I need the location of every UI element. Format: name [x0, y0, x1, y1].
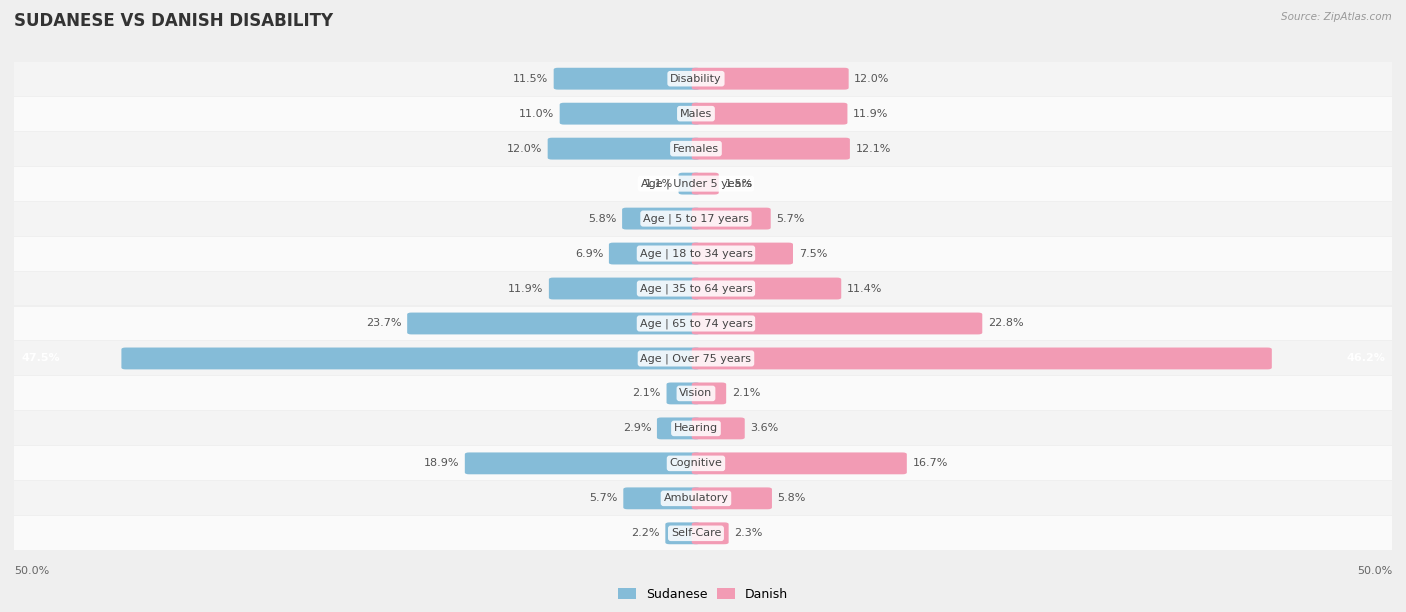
Bar	[14, 376, 1392, 411]
Text: 2.2%: 2.2%	[631, 528, 659, 539]
Text: 23.7%: 23.7%	[366, 318, 402, 329]
Text: 50.0%: 50.0%	[14, 566, 49, 576]
Bar	[14, 307, 1392, 340]
FancyBboxPatch shape	[666, 382, 700, 405]
Text: 22.8%: 22.8%	[988, 318, 1024, 329]
Text: Disability: Disability	[671, 73, 721, 84]
FancyBboxPatch shape	[665, 523, 700, 544]
FancyBboxPatch shape	[121, 348, 700, 370]
Text: 16.7%: 16.7%	[912, 458, 948, 468]
Bar	[14, 62, 1392, 95]
Bar	[14, 272, 1392, 305]
Bar	[14, 201, 1392, 236]
Text: Cognitive: Cognitive	[669, 458, 723, 468]
FancyBboxPatch shape	[692, 348, 1272, 370]
Text: 12.0%: 12.0%	[855, 73, 890, 84]
Text: Age | Over 75 years: Age | Over 75 years	[641, 353, 751, 364]
Bar	[14, 446, 1392, 480]
Bar	[14, 166, 1392, 201]
Text: Age | 65 to 74 years: Age | 65 to 74 years	[640, 318, 752, 329]
FancyBboxPatch shape	[692, 207, 770, 230]
FancyBboxPatch shape	[692, 452, 907, 474]
Text: 1.5%: 1.5%	[724, 179, 752, 188]
Bar	[14, 97, 1392, 130]
FancyBboxPatch shape	[548, 138, 700, 160]
Text: 12.0%: 12.0%	[506, 144, 543, 154]
Text: Ambulatory: Ambulatory	[664, 493, 728, 503]
FancyBboxPatch shape	[548, 278, 700, 299]
FancyBboxPatch shape	[692, 103, 848, 125]
Text: Males: Males	[681, 109, 711, 119]
Text: Females: Females	[673, 144, 718, 154]
FancyBboxPatch shape	[554, 68, 700, 89]
Legend: Sudanese, Danish: Sudanese, Danish	[613, 583, 793, 606]
FancyBboxPatch shape	[465, 452, 700, 474]
Bar	[14, 482, 1392, 515]
Text: 18.9%: 18.9%	[423, 458, 460, 468]
Text: Age | 35 to 64 years: Age | 35 to 64 years	[640, 283, 752, 294]
Bar	[14, 411, 1392, 446]
FancyBboxPatch shape	[657, 417, 700, 439]
Text: Self-Care: Self-Care	[671, 528, 721, 539]
Text: 7.5%: 7.5%	[799, 248, 827, 258]
Text: 46.2%: 46.2%	[1346, 354, 1385, 364]
Text: 2.1%: 2.1%	[731, 389, 761, 398]
Text: Age | Under 5 years: Age | Under 5 years	[641, 178, 751, 189]
Text: Hearing: Hearing	[673, 424, 718, 433]
Text: 11.0%: 11.0%	[519, 109, 554, 119]
Text: 5.8%: 5.8%	[588, 214, 616, 223]
FancyBboxPatch shape	[692, 242, 793, 264]
Text: 5.7%: 5.7%	[776, 214, 804, 223]
FancyBboxPatch shape	[692, 173, 718, 195]
FancyBboxPatch shape	[692, 68, 849, 89]
Text: 11.9%: 11.9%	[508, 283, 543, 294]
FancyBboxPatch shape	[560, 103, 700, 125]
Text: 47.5%: 47.5%	[21, 354, 59, 364]
Text: SUDANESE VS DANISH DISABILITY: SUDANESE VS DANISH DISABILITY	[14, 12, 333, 30]
Text: Age | 18 to 34 years: Age | 18 to 34 years	[640, 248, 752, 259]
Bar	[14, 132, 1392, 166]
Bar	[14, 341, 1392, 375]
Text: Vision: Vision	[679, 389, 713, 398]
Text: 50.0%: 50.0%	[1357, 566, 1392, 576]
FancyBboxPatch shape	[692, 487, 772, 509]
Text: 1.1%: 1.1%	[645, 179, 673, 188]
Text: 11.9%: 11.9%	[853, 109, 889, 119]
FancyBboxPatch shape	[692, 523, 728, 544]
Text: 11.5%: 11.5%	[513, 73, 548, 84]
Bar	[14, 517, 1392, 550]
Text: 5.8%: 5.8%	[778, 493, 806, 503]
Text: 11.4%: 11.4%	[846, 283, 882, 294]
Text: 2.1%: 2.1%	[633, 389, 661, 398]
Text: 3.6%: 3.6%	[751, 424, 779, 433]
FancyBboxPatch shape	[621, 207, 700, 230]
FancyBboxPatch shape	[692, 313, 983, 334]
FancyBboxPatch shape	[692, 278, 841, 299]
Text: Age | 5 to 17 years: Age | 5 to 17 years	[643, 214, 749, 224]
Text: 2.9%: 2.9%	[623, 424, 651, 433]
Text: 12.1%: 12.1%	[855, 144, 891, 154]
Bar	[14, 237, 1392, 271]
FancyBboxPatch shape	[408, 313, 700, 334]
Text: 6.9%: 6.9%	[575, 248, 603, 258]
FancyBboxPatch shape	[692, 417, 745, 439]
Text: 5.7%: 5.7%	[589, 493, 617, 503]
FancyBboxPatch shape	[623, 487, 700, 509]
FancyBboxPatch shape	[679, 173, 700, 195]
Text: Source: ZipAtlas.com: Source: ZipAtlas.com	[1281, 12, 1392, 22]
FancyBboxPatch shape	[692, 138, 849, 160]
FancyBboxPatch shape	[692, 382, 725, 405]
FancyBboxPatch shape	[609, 242, 700, 264]
Text: 2.3%: 2.3%	[734, 528, 762, 539]
